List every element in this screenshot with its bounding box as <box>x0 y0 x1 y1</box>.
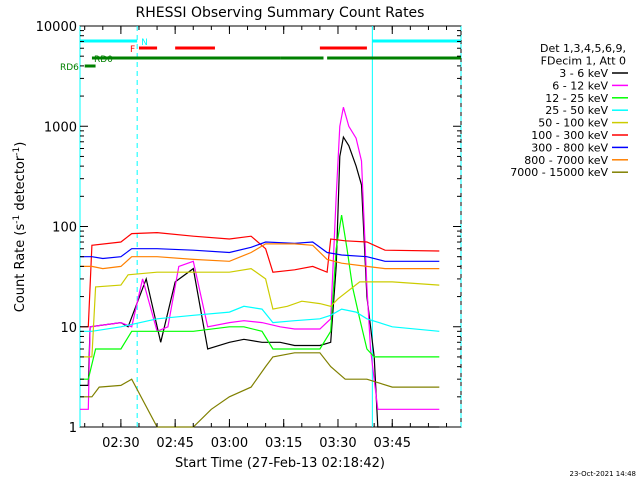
x-tick-label: 02:45 <box>156 436 193 451</box>
legend-label: 300 - 800 keV <box>531 141 608 154</box>
y-tick-label: 100 <box>52 221 77 236</box>
series-line <box>80 305 440 332</box>
x-tick-label: 03:30 <box>319 436 356 451</box>
legend-label: 800 - 7000 keV <box>524 154 608 167</box>
y-tick-label: 1000 <box>44 120 77 135</box>
series-line <box>80 231 440 328</box>
series-line <box>80 135 440 428</box>
x-tick-label: 03:45 <box>374 436 411 451</box>
legend-label: 3 - 6 keV <box>559 67 608 80</box>
series-line <box>80 267 440 358</box>
legend-label: 25 - 50 keV <box>545 104 608 117</box>
x-axis: 02:30 02:45 03:00 03:15 03:30 03:45 <box>84 26 448 451</box>
flag-label: RD0 <box>94 55 113 65</box>
legend-header: Det 1,3,4,5,6,9, <box>540 42 626 55</box>
x-tick-label: 03:00 <box>211 436 248 451</box>
x-axis-label: Start Time (27-Feb-13 02:18:42) <box>175 456 385 471</box>
y-tick-label: 10000 <box>36 20 77 35</box>
y-axis-label: Count Rate (s-1 detector-1) <box>12 142 28 313</box>
flag-label: N <box>141 38 148 48</box>
footer-date: 23-Oct-2021 14:48 <box>570 470 636 478</box>
y-tick-label: 1 <box>69 421 77 436</box>
y-tick-label: 10 <box>60 321 77 336</box>
legend-label: 100 - 300 keV <box>531 129 608 142</box>
series-line <box>80 241 440 262</box>
series-line <box>80 352 440 428</box>
series-line <box>80 107 440 410</box>
series-line <box>80 243 440 270</box>
series-line <box>80 215 440 380</box>
legend-label: 6 - 12 keV <box>552 79 608 92</box>
chart-title: RHESSI Observing Summary Count Rates <box>136 5 425 21</box>
y-axis: 1 10 100 1000 10000 <box>36 20 461 436</box>
legend-label: 50 - 100 keV <box>538 117 608 130</box>
legend-header: FDecim 1, Att 0 <box>541 55 626 68</box>
series-lines <box>80 107 440 428</box>
flag-rows: NF RD0 RD6 <box>60 38 461 73</box>
legend-label: 12 - 25 keV <box>545 92 608 105</box>
flag-label: F <box>130 45 135 55</box>
chart-legend: Det 1,3,4,5,6,9,FDecim 1, Att 03 - 6 keV… <box>510 42 628 179</box>
legend-label: 7000 - 15000 keV <box>510 166 608 179</box>
x-tick-label: 03:15 <box>265 436 302 451</box>
x-tick-label: 02:30 <box>102 436 139 451</box>
flag-label: RD6 <box>60 63 79 73</box>
